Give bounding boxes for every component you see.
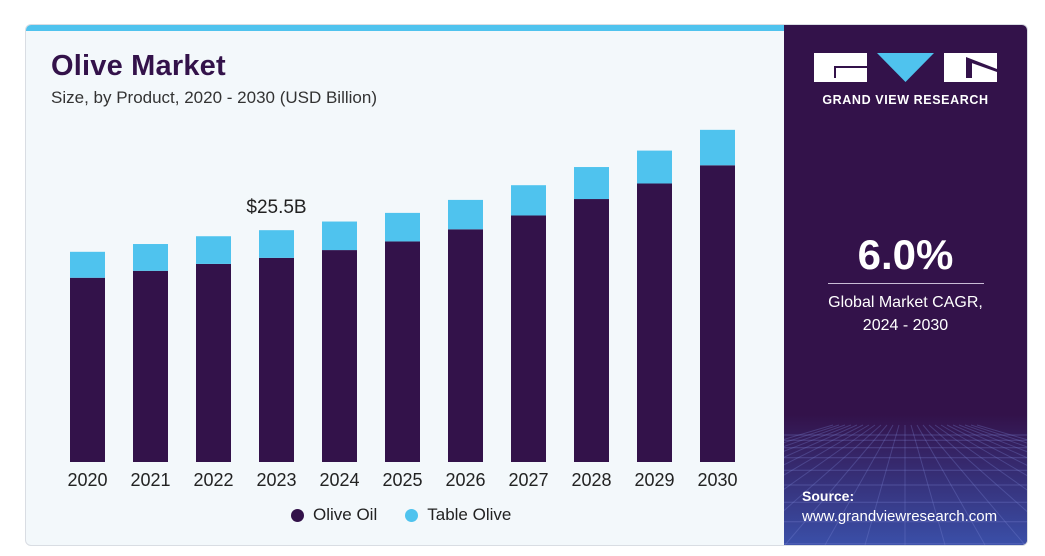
brand-name: GRAND VIEW RESEARCH — [822, 93, 989, 107]
legend-swatch-table-olive — [405, 508, 419, 522]
cagr-divider — [828, 283, 984, 284]
data-label-annotation: $25.5B — [246, 197, 306, 218]
x-tick-label: 2025 — [382, 470, 422, 490]
bar-table-olive-2024 — [322, 221, 357, 251]
gvr-logo-icon — [814, 53, 997, 82]
x-tick-label: 2023 — [256, 470, 296, 490]
legend-item-olive-oil: Olive Oil — [291, 505, 377, 525]
bar-olive-oil-2027 — [511, 215, 546, 462]
cagr-label-line2: 2024 - 2030 — [862, 317, 949, 334]
bar-table-olive-2028 — [574, 167, 609, 200]
legend-label-table-olive: Table Olive — [427, 505, 512, 524]
x-tick-label: 2024 — [319, 470, 359, 490]
bar-olive-oil-2030 — [700, 165, 735, 462]
legend-swatch-olive-oil — [291, 508, 304, 522]
bar-chart: 2020 2021 2022 2023 2024 2025 2026 2027 2028 2029… — [67, 129, 738, 490]
bar-table-olive-2026 — [448, 199, 483, 230]
bar-table-olive-2029 — [637, 150, 672, 184]
bar-table-olive-2021 — [133, 244, 168, 271]
bar-olive-oil-2023 — [259, 257, 294, 462]
cagr-label-line1: Global Market CAGR, — [828, 294, 983, 311]
bar-olive-oil-2025 — [385, 241, 420, 462]
bar-table-olive-2022 — [196, 236, 231, 264]
chart-panel: Olive Market Size, by Product, 2020 - 20… — [26, 25, 784, 545]
bar-table-olive-2030 — [700, 129, 735, 166]
cagr-label: Global Market CAGR, 2024 - 2030 — [784, 291, 1027, 337]
source-label: Source: — [802, 488, 855, 504]
legend-item-table-olive: Table Olive — [405, 505, 511, 525]
summary-sidebar: GRAND VIEW RESEARCH 6.0% Global Market C… — [784, 25, 1027, 545]
bar-olive-oil-2020 — [70, 277, 105, 462]
x-tick-label: 2020 — [67, 470, 107, 490]
x-tick-label: 2030 — [697, 470, 737, 490]
chart-legend: Olive Oil Table Olive — [291, 505, 511, 525]
chart-subtitle: Size, by Product, 2020 - 2030 (USD Billi… — [51, 88, 377, 107]
source-link[interactable]: www.grandviewresearch.com — [802, 508, 998, 525]
x-tick-label: 2022 — [193, 470, 233, 490]
bar-table-olive-2020 — [70, 251, 105, 278]
x-tick-label: 2029 — [634, 470, 674, 490]
bar-olive-oil-2026 — [448, 229, 483, 462]
bar-olive-oil-2021 — [133, 270, 168, 462]
x-tick-label: 2026 — [445, 470, 485, 490]
x-tick-label: 2028 — [571, 470, 611, 490]
bar-olive-oil-2024 — [322, 250, 357, 462]
bar-olive-oil-2022 — [196, 263, 231, 462]
accent-bar — [26, 25, 784, 31]
infographic-card: Olive Market Size, by Product, 2020 - 20… — [25, 24, 1028, 546]
bar-olive-oil-2029 — [637, 183, 672, 462]
page-title: Olive Market — [51, 50, 226, 82]
bar-table-olive-2025 — [385, 212, 420, 242]
bar-olive-oil-2028 — [574, 199, 609, 463]
legend-label-olive-oil: Olive Oil — [313, 505, 378, 524]
bar-table-olive-2023 — [259, 230, 294, 258]
decorative-grid — [784, 415, 1027, 545]
x-tick-label: 2021 — [130, 470, 170, 490]
x-tick-label: 2027 — [508, 470, 548, 490]
cagr-value: 6.0% — [857, 231, 954, 278]
bar-table-olive-2027 — [511, 185, 546, 216]
